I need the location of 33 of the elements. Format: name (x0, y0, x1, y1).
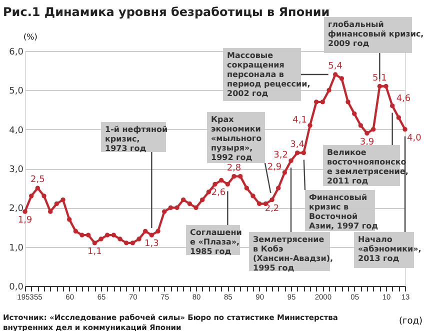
data-label: 3,9 (360, 137, 374, 148)
data-label: 3,2 (274, 150, 288, 161)
annotation: Соглашени е «Плаза», 1985 год (190, 228, 242, 256)
y-tick-label: 1,0 (9, 243, 24, 254)
y-tick-label: 6,0 (9, 48, 24, 58)
annotation: Финансовый кризис в Восточной Азии, 1997 год (309, 193, 379, 230)
data-label: 4,0 (407, 133, 422, 144)
y-tick-label: 2,0 (9, 204, 24, 214)
data-label: 4,6 (396, 94, 411, 104)
annotation: Землетрясение в Кобэ (Хансин-Авадзи), 1995 год (253, 235, 334, 272)
annotation: Массовые сокращения персонала в период рецессии, 2002 год (227, 51, 310, 98)
chart-title: Рис.1 Динамика уровня безработицы в Японии (3, 5, 330, 19)
annotation: 1-й нефтяной кризис, 1973 год (105, 125, 168, 153)
data-label: 2,5 (30, 175, 45, 186)
y-axis-title: (%) (24, 32, 38, 42)
y-tick-label: 0,0 (9, 282, 24, 292)
data-label: 2,9 (267, 162, 282, 172)
data-label: 1,3 (144, 239, 159, 250)
annotation: глобальный финансовый кризис, 2009 год (328, 20, 424, 48)
data-label: 4,1 (292, 115, 307, 126)
data-label: 3,4 (290, 140, 305, 150)
annotation: Начало «абэномики», 2013 год (358, 235, 422, 263)
data-label: 1,9 (18, 216, 32, 226)
data-label: 2,8 (226, 163, 242, 174)
data-label: 1,1 (88, 246, 102, 257)
y-tick-label: 4,0 (9, 126, 24, 136)
data-label: 5,4 (328, 62, 343, 72)
y-tick-label: 5,0 (9, 86, 24, 97)
annotation: Крах экономики «мыльного пузыря», 1992 год (211, 115, 262, 162)
data-label: 5,1 (372, 73, 387, 84)
data-label: 2,6 (211, 188, 226, 198)
x-axis-title: (год) (399, 316, 422, 326)
y-tick-label: 3,0 (9, 165, 24, 175)
